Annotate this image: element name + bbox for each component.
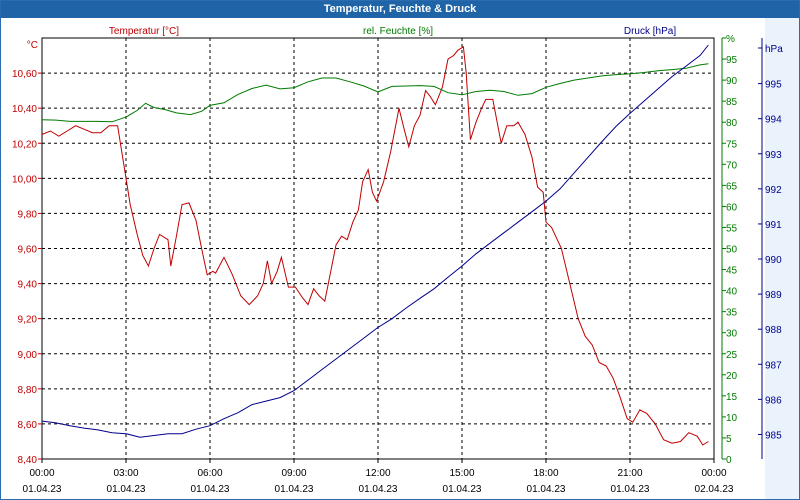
pressure-tick-label: 985: [765, 430, 782, 441]
humidity-tick-label: 95: [726, 55, 738, 66]
temperature-tick-label: 9,00: [18, 350, 38, 361]
temperature-tick-label: 9,80: [18, 209, 38, 220]
x-tick-label-time: 06:00: [197, 468, 222, 479]
series-label: Temperatur [°C]: [109, 26, 179, 37]
humidity-tick-label: 75: [726, 139, 738, 150]
humidity-tick-label: 55: [726, 223, 738, 234]
x-tick-label-date: 01.04.23: [527, 484, 566, 495]
pressure-line: [41, 44, 709, 438]
series-label: rel. Feuchte [%]: [363, 26, 433, 37]
humidity-tick-label: 50: [726, 245, 738, 256]
x-tick-label-date: 02.04.23: [695, 484, 734, 495]
x-tick-label-time: 00:00: [701, 468, 726, 479]
pressure-tick-label: 994: [765, 115, 782, 126]
temperature-tick-label: 10,60: [12, 69, 37, 80]
pressure-tick-label: 991: [765, 220, 782, 231]
x-tick-label-date: 01.04.23: [23, 484, 62, 495]
x-tick-label-date: 01.04.23: [443, 484, 482, 495]
pressure-tick-label: 992: [765, 185, 782, 196]
pressure-tick-label: 993: [765, 150, 782, 161]
humidity-tick-label: 0: [726, 455, 732, 466]
x-tick-label-time: 21:00: [617, 468, 642, 479]
x-tick-label-time: 03:00: [113, 468, 138, 479]
series-label: Druck [hPa]: [624, 26, 676, 37]
x-tick-label-time: 15:00: [449, 468, 474, 479]
pressure-tick-label: 990: [765, 255, 782, 266]
humidity-tick-label: 35: [726, 308, 738, 319]
temperature-tick-label: 9,20: [18, 315, 38, 326]
humidity-tick-label: 5: [726, 434, 732, 445]
humidity-tick-label: 25: [726, 350, 738, 361]
x-tick-label-time: 18:00: [533, 468, 558, 479]
x-tick-label-time: 12:00: [365, 468, 390, 479]
pressure-tick-label: 995: [765, 80, 782, 91]
humidity-tick-label: 85: [726, 97, 738, 108]
humidity-tick-label: 10: [726, 413, 738, 424]
humidity-tick-label: 15: [726, 392, 738, 403]
x-tick-label-time: 09:00: [281, 468, 306, 479]
humidity-tick-label: 70: [726, 160, 738, 171]
pressure-tick-label: hPa: [765, 44, 783, 55]
humidity-tick-label: 40: [726, 287, 738, 298]
humidity-tick-label: 90: [726, 76, 738, 87]
x-tick-label-date: 01.04.23: [359, 484, 398, 495]
humidity-tick-label: 80: [726, 118, 738, 129]
humidity-tick-label: %: [726, 34, 735, 45]
x-tick-label-date: 01.04.23: [107, 484, 146, 495]
window-title: Temperatur, Feuchte & Druck: [1, 1, 799, 18]
humidity-tick-label: 65: [726, 181, 738, 192]
temperature-tick-label: 10,40: [12, 104, 37, 115]
humidity-tick-label: 60: [726, 202, 738, 213]
temperature-unit-label: °C: [27, 40, 38, 51]
pressure-tick-label: 986: [765, 395, 782, 406]
temperature-tick-label: 8,40: [18, 455, 38, 466]
temperature-tick-label: 9,60: [18, 245, 38, 256]
temperature-tick-label: 10,00: [12, 174, 37, 185]
x-tick-label-date: 01.04.23: [191, 484, 230, 495]
pressure-axis-band: [765, 18, 799, 499]
temperature-tick-label: 8,80: [18, 385, 38, 396]
humidity-line: [41, 63, 709, 123]
temperature-line: [41, 45, 709, 446]
temperature-tick-label: 8,60: [18, 420, 38, 431]
humidity-tick-label: 20: [726, 371, 738, 382]
x-tick-label-date: 01.04.23: [611, 484, 650, 495]
temperature-tick-label: 10,20: [12, 139, 37, 150]
humidity-tick-label: 45: [726, 266, 738, 277]
pressure-tick-label: 987: [765, 360, 782, 371]
x-tick-label-date: 01.04.23: [275, 484, 314, 495]
temperature-tick-label: 9,40: [18, 280, 38, 291]
humidity-tick-label: 30: [726, 329, 738, 340]
x-tick-label-time: 00:00: [29, 468, 54, 479]
pressure-tick-label: 989: [765, 290, 782, 301]
pressure-tick-label: 988: [765, 325, 782, 336]
